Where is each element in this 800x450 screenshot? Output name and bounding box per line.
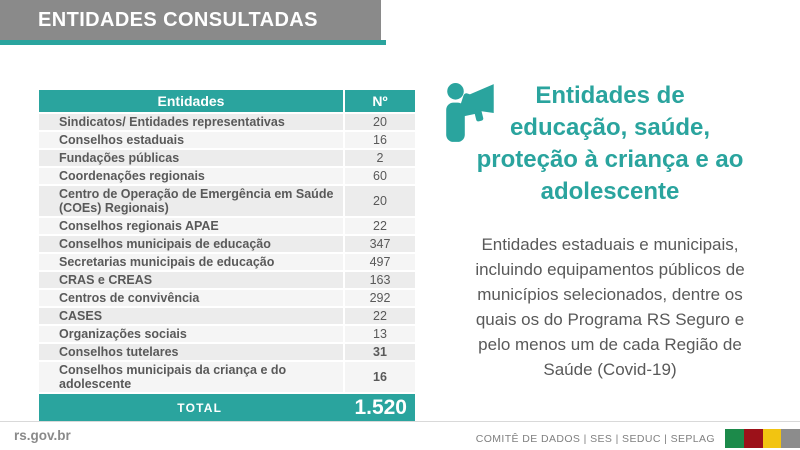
- entity-name: Secretarias municipais de educação: [39, 254, 343, 270]
- table-row: CASES 22: [39, 308, 415, 324]
- flag-color-square: [743, 429, 763, 448]
- entity-name: Conselhos tutelares: [39, 344, 343, 360]
- entity-count: 497: [345, 254, 415, 270]
- table-row: Conselhos municipais da criança e do ado…: [39, 362, 415, 392]
- table-row: Conselhos tutelares 31: [39, 344, 415, 360]
- flag-color-square: [725, 429, 744, 448]
- table-row: Conselhos regionais APAE 22: [39, 218, 415, 234]
- entity-name: Sindicatos/ Entidades representativas: [39, 114, 343, 130]
- aside-paragraph: Entidades estaduais e municipais, incluin…: [475, 235, 745, 379]
- table-row: Centros de convivência 292: [39, 290, 415, 306]
- table-row: Secretarias municipais de educação 497: [39, 254, 415, 270]
- entity-name: Centro de Operação de Emergência em Saúd…: [39, 186, 343, 216]
- entity-count: 16: [345, 132, 415, 148]
- entity-count: 163: [345, 272, 415, 288]
- entity-name: Centros de convivência: [39, 290, 343, 306]
- entity-name: CRAS e CREAS: [39, 272, 343, 288]
- footer-credits: COMITÊ DE DADOS | SES | SEDUC | SEPLAG: [475, 433, 715, 445]
- table-row: Fundações públicas 2: [39, 150, 415, 166]
- entity-name: Conselhos regionais APAE: [39, 218, 343, 234]
- aside-heading: Entidades de educação, saúde, proteção à c…: [476, 82, 744, 205]
- entity-count: 13: [345, 326, 415, 342]
- entity-name: CASES: [39, 308, 343, 324]
- table-row: CRAS e CREAS 163: [39, 272, 415, 288]
- flag-color-square: [781, 429, 800, 448]
- column-header-count: Nº: [345, 90, 415, 112]
- flag-colors: [725, 429, 800, 448]
- aside-panel: Entidades de educação, saúde, proteção à c…: [432, 80, 788, 382]
- entity-count: 20: [345, 114, 415, 130]
- entity-count: 16: [345, 362, 415, 392]
- entities-table: Entidades Nº Sindicatos/ Entidades repre…: [37, 88, 417, 424]
- title-banner: ENTIDADES CONSULTADAS: [0, 0, 381, 40]
- footer-site-label: rs.gov.br: [14, 428, 71, 443]
- flag-color-square: [762, 429, 782, 448]
- total-row: TOTAL 1.520: [39, 394, 415, 422]
- entity-count: 20: [345, 186, 415, 216]
- entity-name: Conselhos municipais de educação: [39, 236, 343, 252]
- banner-accent-bar: [0, 40, 386, 45]
- column-header-entities: Entidades: [39, 90, 343, 112]
- table-row: Organizações sociais 13: [39, 326, 415, 342]
- table-row: Conselhos municipais de educação 347: [39, 236, 415, 252]
- entity-count: 31: [345, 344, 415, 360]
- entity-name: Coordenações regionais: [39, 168, 343, 184]
- entity-count: 2: [345, 150, 415, 166]
- entity-name: Conselhos estaduais: [39, 132, 343, 148]
- table-header-row: Entidades Nº: [39, 90, 415, 112]
- total-value: 1.520: [354, 396, 407, 419]
- entity-count: 22: [345, 308, 415, 324]
- footer-divider: [0, 421, 800, 422]
- entity-count: 292: [345, 290, 415, 306]
- entity-count: 347: [345, 236, 415, 252]
- entity-count: 22: [345, 218, 415, 234]
- table-row: Conselhos estaduais 16: [39, 132, 415, 148]
- entity-name: Fundações públicas: [39, 150, 343, 166]
- page-title: ENTIDADES CONSULTADAS: [38, 8, 318, 31]
- table-row: Centro de Operação de Emergência em Saúd…: [39, 186, 415, 216]
- entity-count: 60: [345, 168, 415, 184]
- entity-name: Conselhos municipais da criança e do ado…: [39, 362, 343, 392]
- table-row: Coordenações regionais 60: [39, 168, 415, 184]
- total-label: TOTAL: [177, 401, 223, 415]
- table-row: Sindicatos/ Entidades representativas 20: [39, 114, 415, 130]
- megaphone-person-icon: [444, 82, 498, 144]
- entity-name: Organizações sociais: [39, 326, 343, 342]
- entities-table-body: Sindicatos/ Entidades representativas 20…: [39, 114, 415, 392]
